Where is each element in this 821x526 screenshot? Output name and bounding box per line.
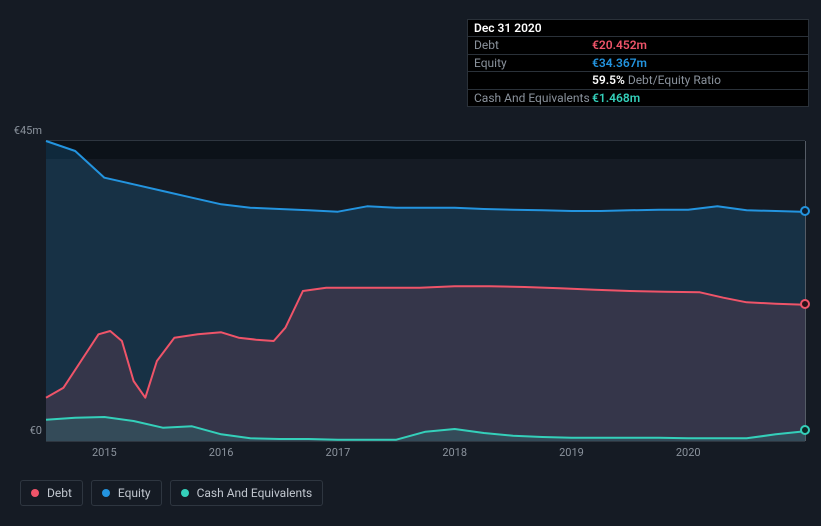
legend-item-cash-and-equivalents[interactable]: Cash And Equivalents: [170, 480, 324, 506]
chart-svg: [46, 141, 805, 441]
x-tick-2016: 2016: [201, 446, 241, 459]
legend-label: Cash And Equivalents: [197, 486, 313, 500]
x-tick-2015: 2015: [84, 446, 124, 459]
y-axis-max-label: €45m: [4, 124, 42, 137]
legend-dot: [102, 489, 110, 497]
tooltip-row-value: €20.452m: [592, 38, 647, 52]
tooltip-row-value: 59.5% Debt/Equity Ratio: [592, 73, 721, 87]
x-tick-2020: 2020: [668, 446, 708, 459]
marker-cash: [800, 425, 810, 435]
tooltip-row: Equity€34.367m: [468, 54, 808, 71]
chart-area[interactable]: [46, 140, 805, 442]
tooltip-row-label: Equity: [474, 56, 592, 70]
tooltip-row-label: [474, 73, 592, 87]
tooltip-date: Dec 31 2020: [474, 21, 592, 35]
chart-tooltip: Dec 31 2020 Debt€20.452mEquity€34.367m59…: [467, 19, 809, 107]
tooltip-row: Debt€20.452m: [468, 36, 808, 53]
legend-dot: [181, 489, 189, 497]
tooltip-row-value: €34.367m: [592, 56, 647, 70]
marker-debt: [800, 299, 810, 309]
x-tick-2019: 2019: [551, 446, 591, 459]
chart-legend: Debt Equity Cash And Equivalents: [20, 480, 323, 506]
legend-item-equity[interactable]: Equity: [91, 480, 162, 506]
tooltip-row-label: Debt: [474, 38, 592, 52]
tooltip-row: 59.5% Debt/Equity Ratio: [468, 71, 808, 88]
chart-cursor-line: [805, 141, 806, 441]
x-tick-2017: 2017: [318, 446, 358, 459]
tooltip-row-label: Cash And Equivalents: [474, 91, 592, 105]
legend-label: Debt: [47, 486, 72, 500]
legend-item-debt[interactable]: Debt: [20, 480, 83, 506]
y-axis-min-label: €0: [4, 424, 42, 437]
legend-label: Equity: [118, 486, 151, 500]
marker-equity: [800, 206, 810, 216]
tooltip-row-value: €1.468m: [592, 91, 640, 105]
legend-dot: [31, 489, 39, 497]
tooltip-row: Cash And Equivalents€1.468m: [468, 89, 808, 106]
x-tick-2018: 2018: [435, 446, 475, 459]
